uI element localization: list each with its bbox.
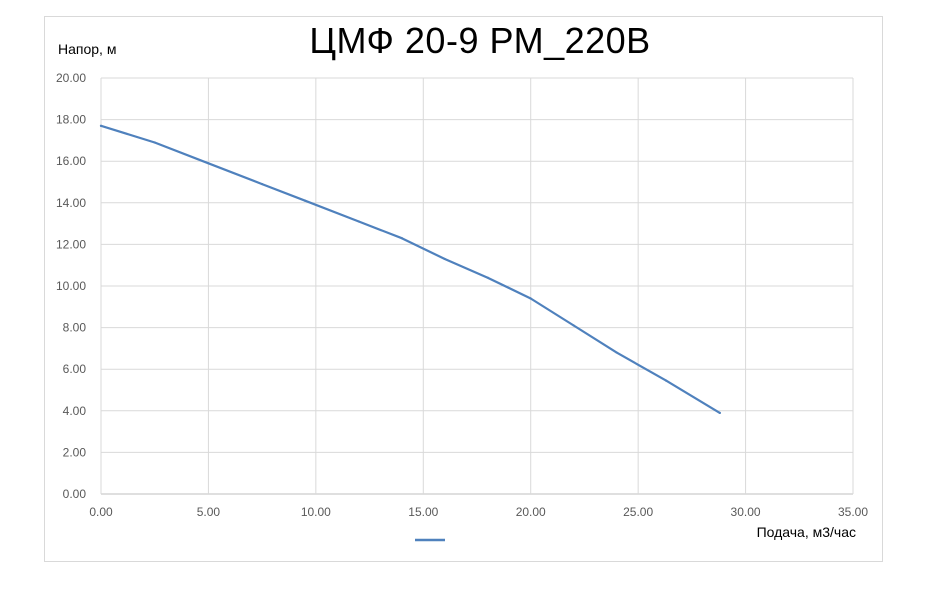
data-point bbox=[615, 351, 618, 354]
data-point bbox=[486, 276, 489, 279]
y-tick-label: 6.00 bbox=[63, 362, 87, 376]
x-tick-label: 35.00 bbox=[838, 505, 868, 519]
y-tick-label: 16.00 bbox=[56, 154, 86, 168]
y-tick-label: 14.00 bbox=[56, 196, 86, 210]
chart-frame bbox=[44, 16, 883, 562]
x-tick-label: 25.00 bbox=[623, 505, 653, 519]
x-tick-label: 5.00 bbox=[197, 505, 221, 519]
y-tick-label: 20.00 bbox=[56, 71, 86, 85]
data-point bbox=[153, 141, 156, 144]
x-tick-label: 20.00 bbox=[516, 505, 546, 519]
y-tick-label: 8.00 bbox=[63, 321, 87, 335]
x-tick-label: 30.00 bbox=[731, 505, 761, 519]
y-axis-label: Напор, м bbox=[58, 41, 117, 57]
data-point bbox=[718, 411, 721, 414]
data-point bbox=[400, 237, 403, 240]
x-tick-label: 0.00 bbox=[89, 505, 113, 519]
x-axis-label: Подача, м3/час bbox=[756, 524, 856, 540]
y-tick-label: 2.00 bbox=[63, 445, 87, 459]
y-tick-label: 4.00 bbox=[63, 404, 87, 418]
data-point bbox=[529, 297, 532, 300]
x-tick-label: 10.00 bbox=[301, 505, 331, 519]
y-tick-label: 0.00 bbox=[63, 487, 87, 501]
data-point bbox=[443, 257, 446, 261]
y-tick-label: 18.00 bbox=[56, 113, 86, 127]
data-point bbox=[207, 162, 210, 165]
data-point bbox=[99, 124, 103, 127]
data-point bbox=[572, 324, 575, 327]
data-point bbox=[357, 220, 360, 223]
data-point bbox=[261, 182, 264, 186]
x-tick-label: 15.00 bbox=[408, 505, 438, 519]
y-tick-label: 10.00 bbox=[56, 279, 86, 293]
series-line bbox=[99, 124, 721, 414]
y-tick-label: 12.00 bbox=[56, 237, 86, 251]
chart-title: ЦМФ 20-9 РМ_220В bbox=[309, 20, 651, 61]
data-point bbox=[664, 379, 668, 382]
data-point bbox=[304, 199, 307, 202]
